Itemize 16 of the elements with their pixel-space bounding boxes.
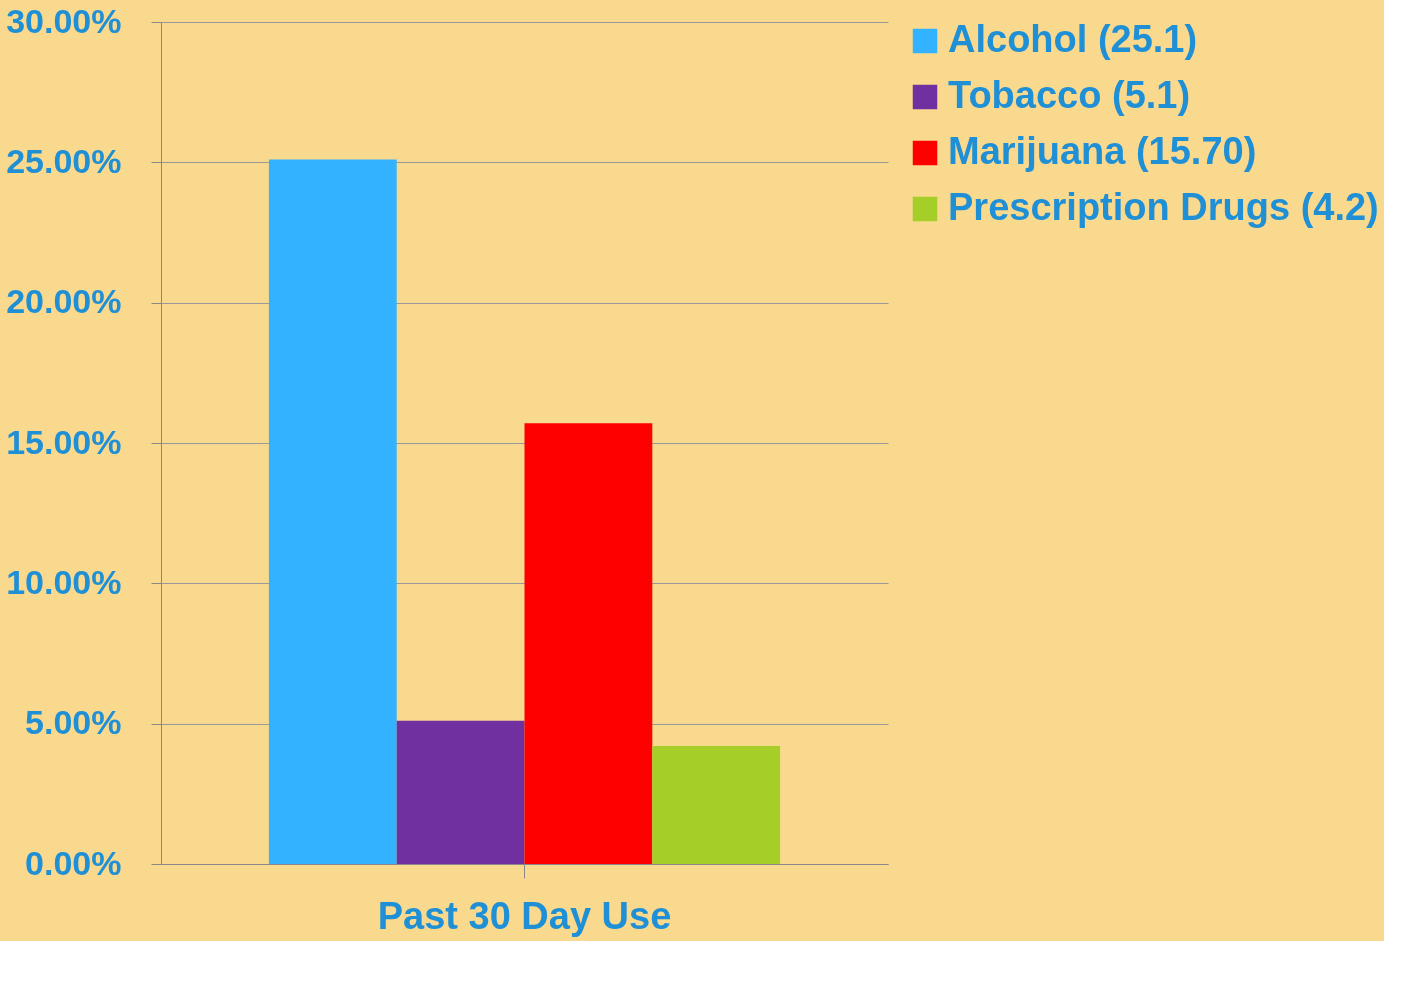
legend-label: Prescription Drugs (4.2) (948, 186, 1379, 228)
y-tick-label: 25.00% (6, 141, 122, 180)
legend-label: Tobacco (5.1) (948, 74, 1191, 116)
legend-label: Alcohol (25.1) (948, 18, 1198, 60)
y-tick-label: 0.00% (25, 843, 122, 882)
y-tick-label: 15.00% (6, 422, 122, 461)
y-tick-label: 20.00% (6, 282, 122, 321)
bar (396, 720, 525, 864)
y-tick-label: 30.00% (6, 1, 122, 40)
bar (524, 423, 653, 864)
y-tick-label: 5.00% (25, 703, 122, 742)
bar (268, 159, 397, 864)
legend-label: Marijuana (15.70) (948, 130, 1257, 172)
y-tick-label: 10.00% (6, 562, 122, 601)
x-tick-label: Past 30 Day Use (377, 894, 672, 937)
bar (652, 746, 781, 864)
